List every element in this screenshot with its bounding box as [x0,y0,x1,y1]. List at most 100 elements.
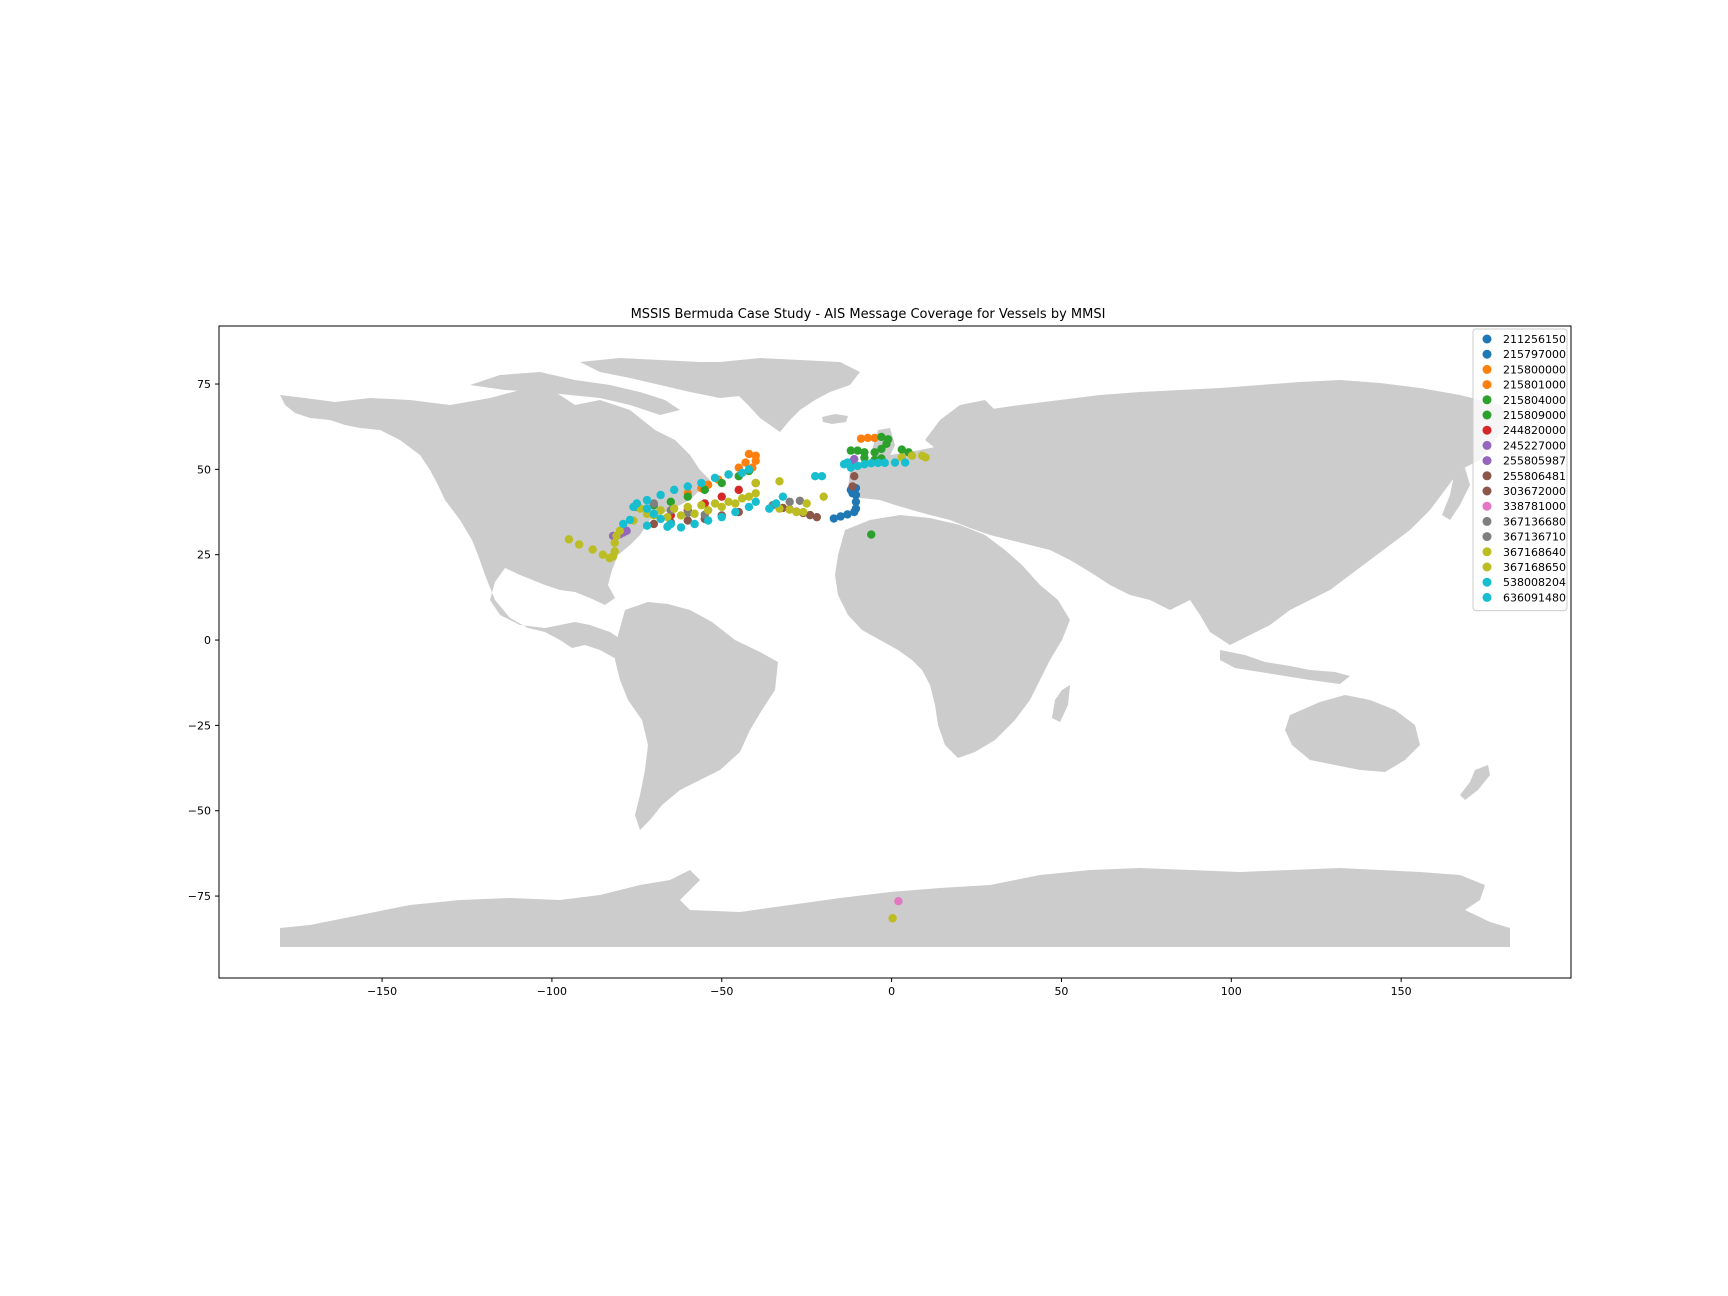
point-367136710 [785,497,794,507]
legend-marker [1482,456,1492,466]
legend-label: 367168640 [1503,546,1566,559]
point-367168640 [610,547,619,556]
point-538008204 [817,471,827,481]
point-303672000 [649,519,659,529]
point-367168650 [731,499,740,508]
legend-box [1472,328,1568,612]
point-636091480 [765,504,774,513]
point-636091480 [737,468,747,477]
point-215809000 [683,492,692,501]
y-tick-label: 0 [204,634,211,647]
point-367168640 [737,494,747,503]
point-367168650 [792,507,801,517]
x-tick-label: 150 [1391,985,1412,998]
point-538008204 [751,497,760,507]
legend-marker [1482,592,1492,602]
landmass-japan [1442,468,1470,520]
legend-marker [1482,516,1492,526]
point-367168650 [703,506,713,515]
point-367168640 [683,502,692,512]
landmass-australia [1285,695,1420,772]
point-367168650 [819,492,828,501]
point-215809000 [666,497,675,507]
point-215801000 [751,456,760,466]
legend-label: 244820000 [1503,424,1566,437]
point-636091480 [744,465,754,474]
scatter-points [564,432,930,923]
point-367168640 [669,504,679,513]
point-215797000 [843,510,852,519]
point-636091480 [642,495,652,505]
point-215801000 [856,434,866,443]
point-367168650 [888,914,897,923]
point-215804000 [867,530,876,539]
point-215809000 [897,445,906,454]
point-215804000 [877,444,886,454]
point-538008204 [717,512,726,522]
point-636091480 [642,521,652,530]
point-636091480 [710,473,720,483]
point-367168640 [697,501,706,510]
point-367168640 [710,499,720,508]
point-215801000 [863,433,873,443]
legend-marker [1482,395,1492,405]
legend-label: 303672000 [1503,485,1566,498]
point-367168640 [610,538,619,547]
x-tick-label: −150 [367,985,397,998]
point-636091480 [900,458,910,467]
point-538008204 [676,523,686,532]
legend-label: 636091480 [1503,591,1566,604]
point-215801000 [744,449,754,459]
point-636091480 [880,458,890,468]
legend-label: 215804000 [1503,394,1566,407]
point-636091480 [873,458,883,468]
point-538008204 [744,502,754,512]
legend-label: 211256150 [1503,333,1566,346]
x-tick-label: 100 [1221,985,1242,998]
legend-marker [1482,471,1492,481]
landmass-se-asia-islands [1220,650,1350,684]
point-215804000 [877,432,886,442]
point-255806481 [812,512,822,522]
point-255806481 [848,482,857,491]
legend-marker [1482,425,1492,435]
point-367168650 [802,499,811,508]
legend-label: 245227000 [1503,439,1566,452]
point-636091480 [724,470,733,479]
landmass-madagascar [1052,685,1070,722]
point-367168650 [799,507,808,517]
point-636091480 [890,458,900,467]
point-215797000 [851,497,861,507]
point-367168650 [676,511,686,520]
point-636091480 [771,499,781,508]
point-538008204 [731,507,740,517]
point-215797000 [850,507,859,517]
point-636091480 [853,461,862,471]
legend-label: 215797000 [1503,348,1566,361]
y-tick-label: −50 [188,805,211,818]
point-538008204 [703,516,713,525]
point-367136680 [683,508,692,518]
legend-marker [1482,410,1492,420]
legend-marker [1482,380,1492,390]
legend-label: 538008204 [1503,576,1566,589]
point-367168640 [574,540,584,549]
point-255806481 [850,471,859,481]
landmass-iceland [822,414,848,424]
point-338781000 [894,896,903,906]
y-tick-label: −75 [188,890,211,903]
world-landmass [280,358,1510,947]
legend-marker [1482,486,1492,496]
legend-marker [1482,562,1492,572]
point-636091480 [663,522,672,531]
legend-marker [1482,577,1492,587]
point-538008204 [649,509,659,518]
landmass-arctic-islands [470,372,680,415]
legend-marker [1482,547,1492,557]
point-538008204 [690,519,699,529]
x-tick-label: −50 [710,985,733,998]
legend-marker [1482,349,1492,359]
point-636091480 [629,502,638,512]
point-367168650 [907,451,917,460]
